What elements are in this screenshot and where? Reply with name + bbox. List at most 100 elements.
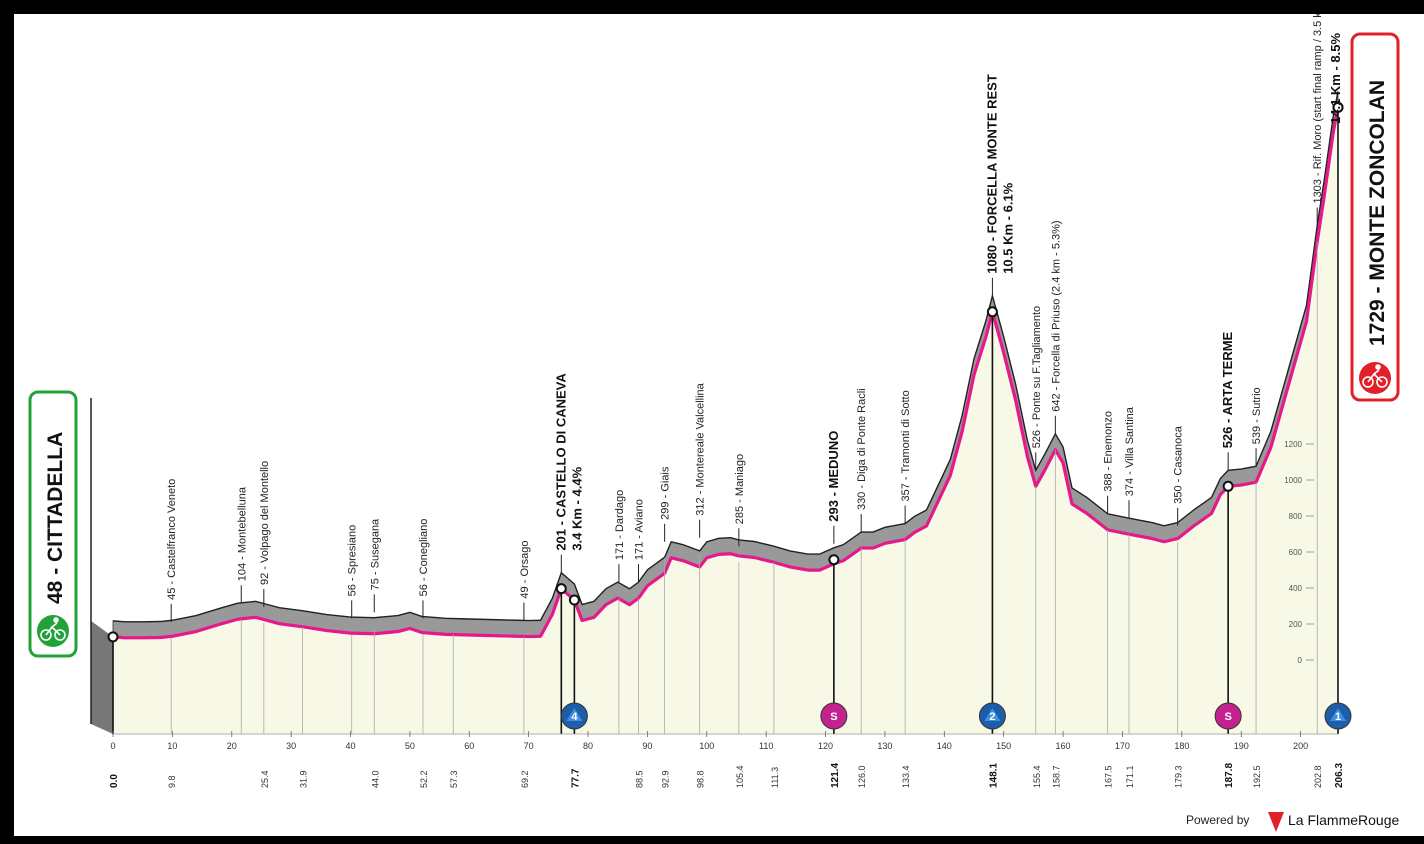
terrain-area [113, 107, 1338, 734]
x-tick-label: 80 [583, 741, 593, 751]
profile-frame: 45 - Castelfranco Veneto 104 - Montebellu… [14, 14, 1424, 836]
cyclist-icon [40, 617, 66, 641]
km-label: 77.7 [570, 768, 581, 788]
x-tick-label: 190 [1234, 741, 1249, 751]
x-tick-label: 170 [1115, 741, 1130, 751]
place-label: 171 - Aviano [634, 499, 646, 560]
powered-by-text: Powered by [1186, 813, 1249, 827]
place-label: 526 - ARTA TERME [1220, 331, 1235, 448]
x-tick-label: 90 [642, 741, 652, 751]
place-label: 285 - Maniago [734, 454, 746, 524]
y-tick-label: 400 [1289, 584, 1303, 593]
finish-marker [1332, 101, 1344, 113]
x-tick-label: 160 [1056, 741, 1071, 751]
place-label: 104 - Montebelluna [236, 486, 248, 581]
x-tick-label: 50 [405, 741, 415, 751]
x-tick-label: 150 [996, 741, 1011, 751]
place-label: 1080 - FORCELLA MONTE REST [984, 74, 999, 274]
mountain-icon [566, 708, 583, 721]
badge-label: S [830, 711, 837, 723]
km-label: 69.2 [520, 770, 530, 788]
mountain-icon [1330, 708, 1346, 721]
sprint-badge-icon [1214, 702, 1242, 730]
x-tick-label: 10 [167, 741, 177, 751]
km-label: 31.9 [298, 770, 308, 788]
key-point-marker [568, 594, 580, 606]
km-label: 126.0 [857, 765, 867, 788]
mountain-icon [984, 708, 1001, 721]
km-label: 171.1 [1125, 765, 1135, 788]
place-label: 374 - Villa Santina [1124, 406, 1136, 496]
place-label: 293 - MEDUNO [826, 431, 841, 522]
km-label: 187.8 [1224, 763, 1235, 788]
y-tick-label: 1000 [1284, 476, 1302, 485]
start-badge: 48 - CITTADELLA [28, 390, 78, 658]
km-label: 9.8 [167, 775, 177, 788]
x-tick-label: 40 [346, 741, 356, 751]
x-tick-label: 200 [1293, 741, 1308, 751]
key-point-marker [828, 554, 840, 566]
km-label: 158.7 [1051, 765, 1061, 788]
cyclist-icon [1362, 364, 1388, 388]
finish-climb: 14.1 Km - 8.5% [1328, 33, 1343, 124]
place-label: 92 - Volpago del Montello [259, 461, 271, 585]
km-label: 202.8 [1313, 765, 1323, 788]
place-label: 1303 - Rif. Moro (start final ramp / 3.5… [1312, 14, 1324, 204]
place-label: 49 - Orsago [519, 540, 531, 598]
y-tick-label: 200 [1289, 620, 1303, 629]
x-tick-label: 60 [464, 741, 474, 751]
climb-stats: 3.4 Km - 4.4% [569, 466, 584, 550]
place-label: 171 - Dardago [614, 490, 626, 560]
y-tick-label: 1200 [1284, 440, 1302, 449]
key-point-marker [555, 583, 567, 595]
km-label: 155.4 [1032, 765, 1042, 788]
place-label: 357 - Tramonti di Sotto [900, 390, 912, 501]
key-point-marker [986, 306, 998, 318]
place-label: 526 - Ponte su F.Tagliamento [1031, 306, 1043, 448]
place-label: 75 - Susegana [369, 518, 381, 590]
place-label: 312 - Montereale Valcellina [695, 382, 707, 515]
start-km-label: 0.0 [109, 774, 120, 788]
km-label: 148.1 [988, 763, 999, 788]
stage-profile-chart: 45 - Castelfranco Veneto 104 - Montebellu… [28, 14, 1400, 832]
profile-side-wall [91, 620, 113, 734]
km-label: 179.3 [1174, 765, 1184, 788]
km-label: 111.3 [770, 767, 780, 788]
x-tick-label: 20 [227, 741, 237, 751]
badge-label: S [1224, 711, 1231, 723]
place-label: 56 - Conegliano [418, 519, 430, 597]
km-label: 206.3 [1334, 763, 1345, 788]
km-label: 25.4 [260, 770, 270, 788]
x-tick-label: 110 [759, 741, 773, 751]
sprint-badge-icon [820, 702, 848, 730]
brand-text: La FlammeRouge [1288, 812, 1399, 828]
badge-label: 1 [1335, 711, 1341, 723]
finish-title: 1729 - MONTE ZONCOLAN [1366, 80, 1389, 346]
x-tick-label: 130 [877, 741, 892, 751]
place-label: 330 - Diga di Ponte Racli [856, 388, 868, 510]
start-title: 48 - CITTADELLA [44, 432, 67, 604]
place-label: 56 - Spresiano [347, 525, 359, 597]
km-label: 52.2 [419, 770, 429, 788]
km-label: 88.5 [635, 770, 645, 788]
km-label: 92.9 [661, 770, 671, 788]
badge-label: 4 [571, 711, 578, 723]
place-label: 350 - Casanoca [1173, 425, 1185, 504]
km-label: 121.4 [830, 763, 841, 788]
km-label: 57.3 [449, 770, 459, 788]
km-label: 98.8 [696, 770, 706, 788]
finish-badge: 1729 - MONTE ZONCOLAN 14.1 Km - 8.5% [1328, 32, 1400, 402]
y-tick-label: 600 [1289, 548, 1303, 557]
km-label: 44.0 [370, 770, 380, 788]
y-tick-label: 800 [1289, 512, 1303, 521]
x-tick-label: 120 [818, 741, 833, 751]
place-label: 642 - Forcella di Priuso (2.4 km - 5.3%) [1050, 220, 1062, 411]
route-line [112, 107, 1340, 640]
key-point-marker [1222, 480, 1234, 492]
x-tick-label: 100 [699, 741, 714, 751]
badge-label: 2 [989, 711, 995, 723]
km-label: 105.4 [735, 765, 745, 788]
place-label: 539 - Sutrio [1251, 387, 1263, 444]
x-tick-label: 30 [286, 741, 296, 751]
x-tick-label: 0 [110, 741, 115, 751]
